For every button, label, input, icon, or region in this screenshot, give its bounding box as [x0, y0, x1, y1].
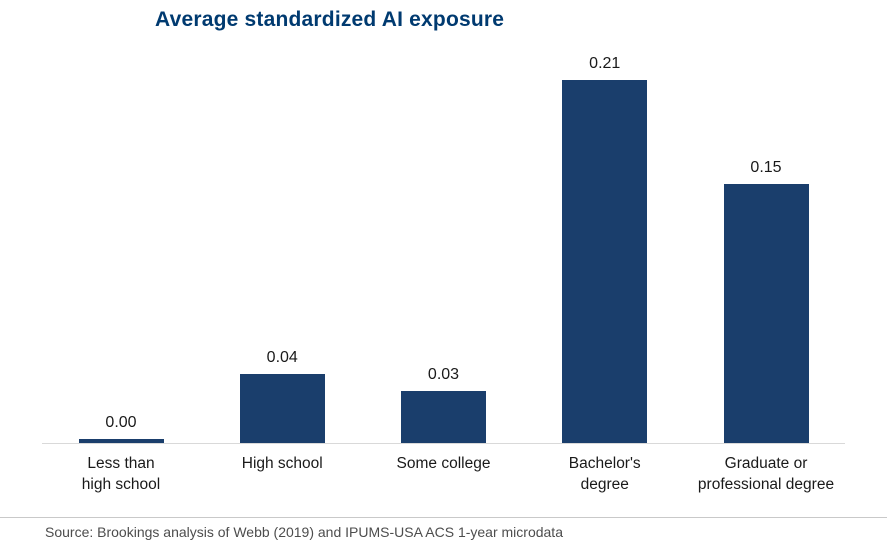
category-axis: Less than high school High school Some col… [42, 454, 845, 496]
bar-value-label: 0.21 [589, 55, 621, 72]
bar-slot: 0.00 [78, 48, 164, 443]
bars-row: 0.00 0.04 0.03 0.21 0.15 [42, 48, 845, 444]
bar-value-label: 0.04 [266, 349, 298, 366]
bar-value-label: 0.00 [105, 414, 137, 431]
bar-column: 0.04 [203, 48, 361, 443]
category-label: Graduate or professional degree [697, 455, 835, 493]
bar-slot: 0.21 [562, 48, 648, 443]
bar [401, 391, 486, 443]
bar-slot: 0.15 [723, 48, 809, 443]
bar-slot: 0.04 [239, 48, 325, 443]
bar [562, 80, 648, 443]
category-label: Less than high school [81, 455, 161, 493]
category-label: Some college [396, 455, 491, 472]
bar [723, 184, 809, 443]
source-divider [0, 517, 887, 518]
bar-column: 0.21 [526, 48, 684, 443]
chart-title: Average standardized AI exposure [155, 8, 505, 31]
bar-column: 0.03 [365, 48, 523, 443]
bar [239, 374, 325, 443]
category-label: High school [241, 455, 323, 472]
category-label: Bachelor's degree [568, 455, 641, 493]
bar [78, 439, 164, 443]
source-note: Source: Brookings analysis of Webb (2019… [45, 524, 563, 540]
bar-column: 0.15 [687, 48, 845, 443]
plot-area: 0.00 0.04 0.03 0.21 0.15 Less than high scho… [42, 48, 845, 496]
bar-value-label: 0.03 [427, 366, 460, 383]
bar-slot: 0.03 [401, 48, 486, 443]
bar-value-label: 0.15 [750, 159, 782, 176]
bar-column: 0.00 [42, 48, 200, 443]
